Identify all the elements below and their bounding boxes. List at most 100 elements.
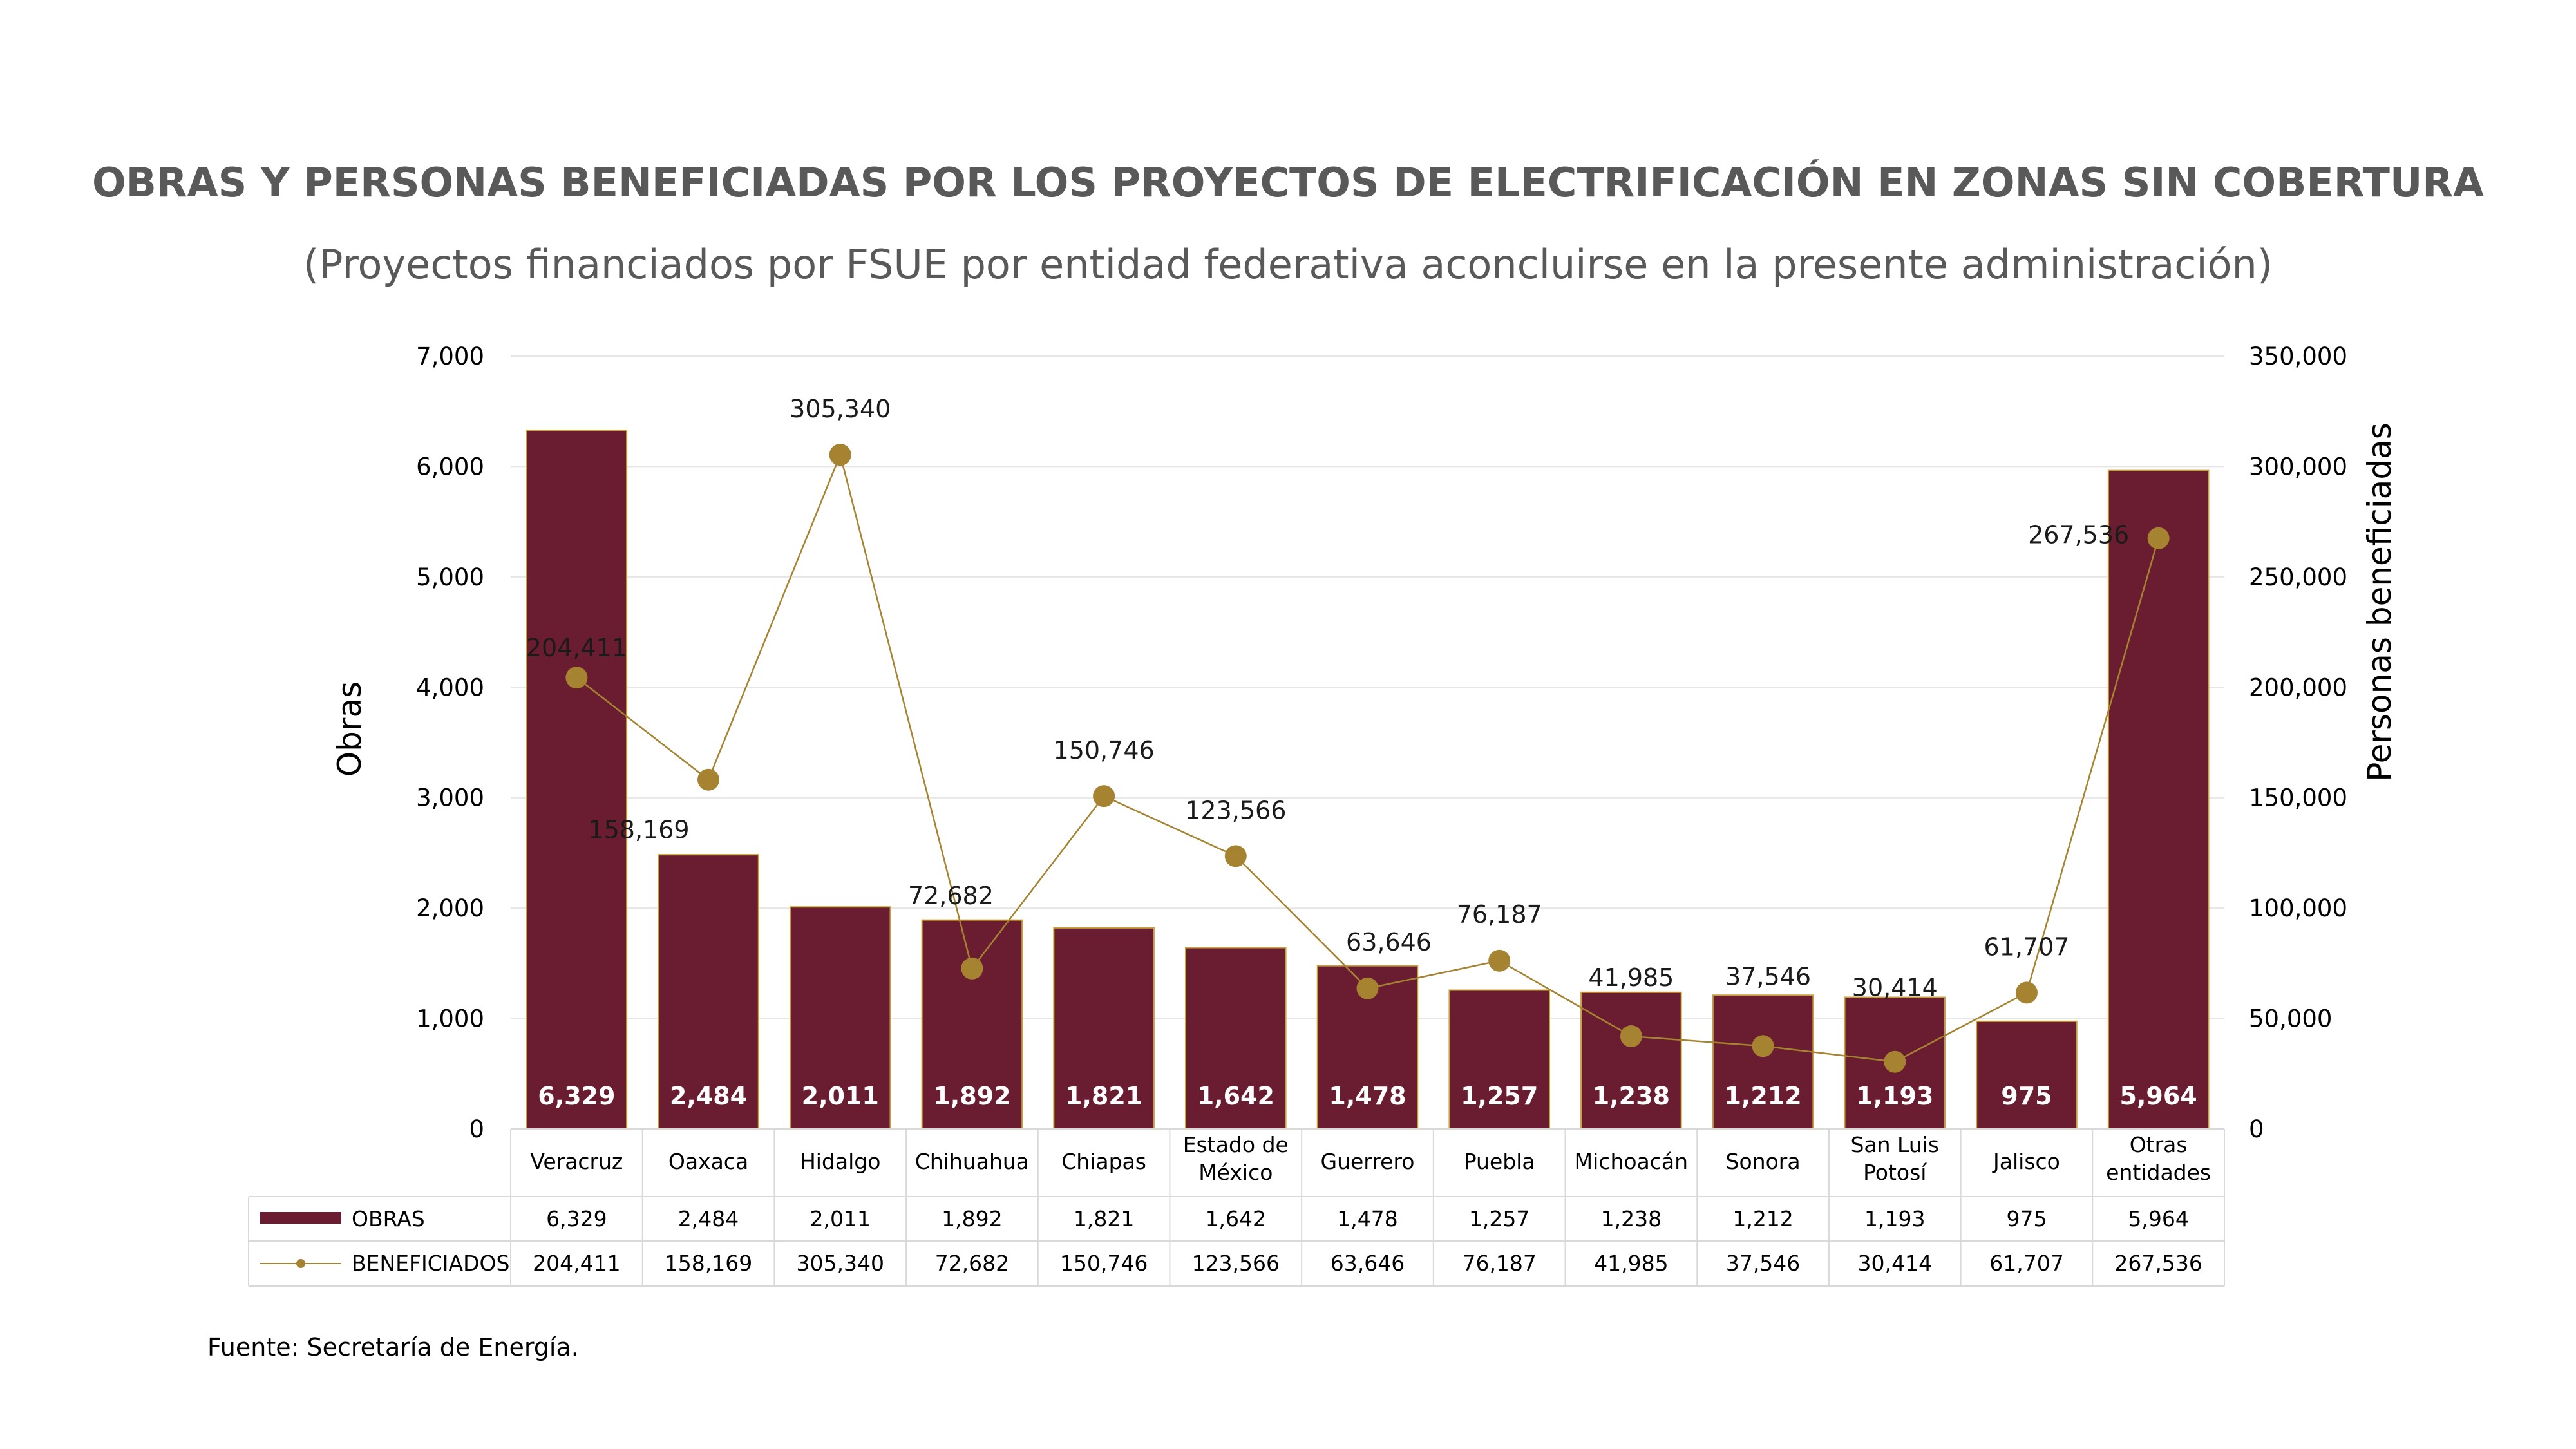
point-value-label: 158,169	[588, 816, 689, 844]
line-point	[961, 957, 983, 980]
point-value-label: 305,340	[790, 395, 891, 423]
line-point	[1356, 977, 1379, 999]
gridlines	[511, 355, 2224, 1019]
category-label: Hidalgo	[800, 1149, 880, 1174]
table-cell-beneficiados: 37,546	[1726, 1251, 1800, 1276]
bar-value-label: 1,642	[1197, 1082, 1274, 1110]
legend-label-obras: OBRAS	[352, 1206, 425, 1231]
line-point	[2015, 981, 2038, 1004]
table-cell-beneficiados: 267,536	[2114, 1251, 2202, 1276]
y-tick-label: 0	[469, 1115, 484, 1143]
y-tick-label: 5,000	[416, 564, 484, 591]
y2-tick-label: 250,000	[2249, 564, 2347, 591]
bar-value-label: 1,892	[933, 1082, 1010, 1110]
legend-key-obras	[260, 1212, 341, 1224]
bar-value-label: 1,821	[1065, 1082, 1142, 1110]
table-cell-obras: 1,478	[1337, 1206, 1397, 1231]
category-label: entidades	[2106, 1160, 2211, 1185]
table-cell-obras: 2,484	[678, 1206, 739, 1231]
line-point	[1620, 1025, 1642, 1048]
bar-value-label: 1,193	[1856, 1082, 1933, 1110]
bar-value-label: 1,478	[1329, 1082, 1406, 1110]
table-cell-beneficiados: 305,340	[796, 1251, 884, 1276]
category-label: Guerrero	[1321, 1149, 1415, 1174]
table-cell-obras: 1,642	[1206, 1206, 1266, 1231]
table-cell-obras: 5,964	[2128, 1206, 2188, 1231]
point-value-label: 267,536	[2028, 521, 2129, 549]
table-cell-beneficiados: 158,169	[665, 1251, 752, 1276]
table-cell-obras: 975	[2006, 1206, 2047, 1231]
line-point	[829, 444, 851, 466]
table-cell-beneficiados: 123,566	[1192, 1251, 1280, 1276]
category-label: Jalisco	[1992, 1149, 2060, 1174]
table-cell-beneficiados: 41,985	[1594, 1251, 1668, 1276]
table-cell-obras: 2,011	[810, 1206, 870, 1231]
line-point	[565, 667, 588, 689]
category-label: San Luis	[1850, 1132, 1939, 1157]
category-label: Oaxaca	[668, 1149, 748, 1174]
category-label: Chihuahua	[915, 1149, 1029, 1174]
y-tick-label: 6,000	[416, 453, 484, 480]
line-point	[1752, 1035, 1774, 1057]
y2-axis-title: Personas beneficiadas	[2361, 422, 2398, 782]
bar	[789, 906, 891, 1130]
bars-obras	[526, 430, 2210, 1130]
table-cell-beneficiados: 76,187	[1462, 1251, 1536, 1276]
category-label: Chiapas	[1061, 1149, 1146, 1174]
line-point	[1224, 845, 1247, 867]
table-cell-obras: 1,212	[1732, 1206, 1793, 1231]
table-cell-beneficiados: 61,707	[1989, 1251, 2063, 1276]
bar-value-label: 6,329	[538, 1082, 615, 1110]
axes: 0 1,000 2,000 3,000 4,000 5,000 6,000 7,000 0 50,…	[416, 343, 2347, 1143]
y-tick-label: 2,000	[416, 895, 484, 922]
table-cell-obras: 1,892	[942, 1206, 1002, 1231]
category-label: Sonora	[1726, 1149, 1801, 1174]
category-label: Puebla	[1464, 1149, 1535, 1174]
line-point	[697, 768, 720, 791]
legend-key-beneficiados-marker	[296, 1259, 305, 1268]
line-point	[1093, 785, 1115, 808]
point-value-label: 76,187	[1457, 900, 1542, 929]
line-point	[1488, 949, 1511, 972]
y2-tick-label: 350,000	[2249, 343, 2347, 370]
table-cell-beneficiados: 72,682	[935, 1251, 1009, 1276]
bar-value-label: 2,484	[670, 1082, 747, 1110]
table-cell-beneficiados: 63,646	[1331, 1251, 1405, 1276]
point-value-label: 72,682	[908, 882, 994, 910]
bar	[1580, 991, 1682, 1130]
bar	[2107, 469, 2210, 1130]
point-value-label: 37,546	[1725, 962, 1811, 990]
line-beneficiados	[565, 444, 2170, 1073]
category-label: Potosí	[1863, 1160, 1927, 1185]
bar	[1448, 989, 1550, 1130]
bar-value-label: 975	[2001, 1082, 2052, 1110]
data-labels: 6,329 2,484 2,011 1,892 1,821 1,642 1,478 1,257…	[526, 395, 2197, 1110]
point-value-label: 41,985	[1588, 963, 1674, 992]
source-note: Fuente: Secretaría de Energía.	[207, 1333, 579, 1361]
category-label: Otras	[2130, 1132, 2188, 1157]
point-value-label: 150,746	[1054, 736, 1155, 764]
table-cell-beneficiados: 30,414	[1858, 1251, 1932, 1276]
bar	[1185, 947, 1287, 1130]
table-cell-obras: 1,193	[1864, 1206, 1925, 1231]
point-value-label: 30,414	[1852, 974, 1938, 1002]
y-tick-label: 4,000	[416, 674, 484, 701]
y2-tick-label: 0	[2249, 1115, 2264, 1143]
y2-tick-label: 100,000	[2249, 895, 2347, 922]
table-cell-obras: 6,329	[546, 1206, 607, 1231]
chart-subtitle: (Proyectos financiados por FSUE por enti…	[303, 241, 2273, 288]
category-label: México	[1198, 1160, 1273, 1185]
y2-tick-label: 150,000	[2249, 784, 2347, 812]
category-label: Estado de	[1183, 1132, 1289, 1157]
bar	[1053, 927, 1155, 1130]
y-tick-label: 3,000	[416, 784, 484, 812]
bar	[1976, 1020, 2078, 1130]
y2-tick-label: 200,000	[2249, 674, 2347, 701]
bar	[921, 919, 1023, 1130]
legend-label-beneficiados: BENEFICIADOS	[352, 1251, 509, 1276]
y-tick-label: 7,000	[416, 343, 484, 370]
bar-value-label: 1,257	[1461, 1082, 1538, 1110]
table-cell-obras: 1,238	[1601, 1206, 1662, 1231]
category-label: Veracruz	[530, 1149, 623, 1174]
